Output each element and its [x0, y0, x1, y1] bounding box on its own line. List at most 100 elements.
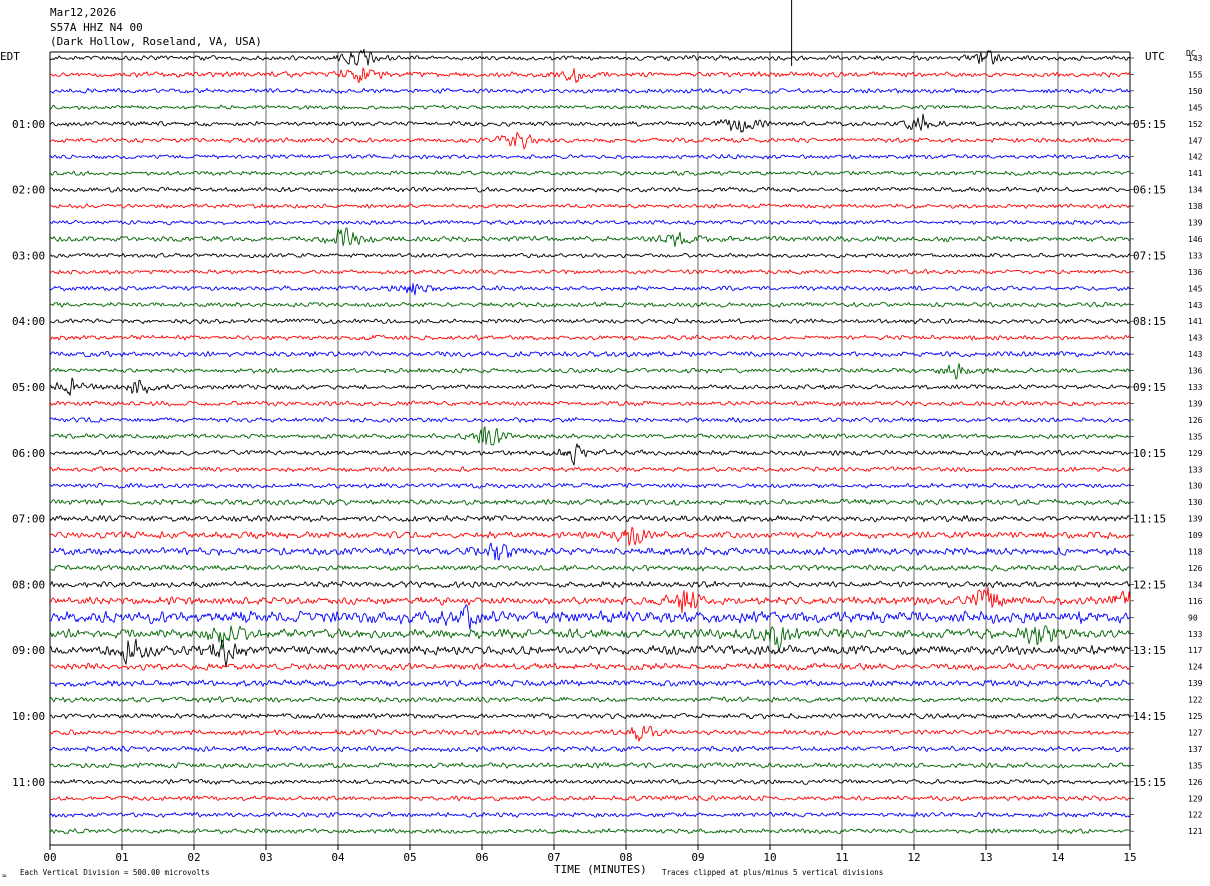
header-station: S57A HHZ N4 00: [50, 21, 143, 34]
dc-offset-label: 139: [1188, 399, 1203, 408]
clip-note: Traces clipped at plus/minus 5 vertical …: [662, 868, 883, 877]
x-tick-label: 01: [115, 851, 128, 864]
trace-row: [49, 154, 1131, 160]
right-hour-label: 11:15: [1133, 513, 1166, 526]
dc-offset-label: 145: [1188, 103, 1203, 112]
right-hour-label: 12:15: [1133, 578, 1166, 591]
trace-row: [49, 350, 1131, 358]
dc-offset-label: 139: [1188, 679, 1203, 688]
dc-offset-label: 117: [1188, 646, 1203, 655]
trace-row: [49, 170, 1131, 176]
time-gridlines: [49, 51, 1134, 850]
dc-offset-label: 109: [1188, 531, 1203, 540]
trace-row: [50, 662, 1131, 671]
x-tick-label: 02: [187, 851, 200, 864]
dc-header-label: DC: [1186, 49, 1196, 58]
trace-row: [49, 301, 1131, 308]
header-location: (Dark Hollow, Roseland, VA, USA): [50, 35, 262, 48]
dc-offset-label: 135: [1188, 761, 1203, 770]
dc-offset-label: 139: [1188, 219, 1203, 228]
dc-offset-label: 129: [1188, 794, 1203, 803]
trace-row: [49, 377, 1131, 396]
trace-row: [49, 604, 1131, 630]
left-hour-label: 11:00: [12, 776, 45, 789]
right-hour-label: 07:15: [1133, 249, 1166, 262]
trace-row: [49, 219, 1131, 226]
dc-offset-label: 121: [1188, 827, 1203, 836]
right-timezone-label: UTC: [1145, 50, 1165, 63]
right-hour-label: 15:15: [1133, 776, 1166, 789]
trace-row: [49, 795, 1131, 802]
trace-row: [49, 778, 1131, 785]
left-hour-label: 01:00: [12, 118, 45, 131]
x-tick-label: 03: [259, 851, 272, 864]
trace-row: [49, 679, 1131, 688]
dc-offset-label: 133: [1188, 383, 1203, 392]
x-axis-title: TIME (MINUTES): [554, 863, 647, 876]
dc-offset-label: 134: [1188, 186, 1203, 195]
left-hour-label: 08:00: [12, 578, 45, 591]
trace-row: [49, 87, 1131, 94]
trace-row: [49, 131, 1131, 150]
x-tick-label: 12: [907, 851, 920, 864]
x-tick-label: 11: [835, 851, 848, 864]
dc-offset-label: 133: [1188, 630, 1203, 639]
trace-row: [49, 762, 1131, 769]
trace-row: [49, 586, 1131, 614]
trace-row: [49, 67, 1131, 84]
x-tick-label: 07: [547, 851, 560, 864]
trace-row: [49, 466, 1131, 473]
trace-row: [49, 227, 1131, 247]
trace-row: [49, 625, 1131, 652]
dc-offset-label: 116: [1188, 597, 1203, 606]
header-date: Mar12,2026: [50, 6, 116, 19]
right-hour-label: 08:15: [1133, 315, 1166, 328]
dc-offset-label: 137: [1188, 745, 1203, 754]
trace-row: [49, 482, 1131, 489]
left-hour-label: 04:00: [12, 315, 45, 328]
trace-row: [49, 725, 1131, 742]
trace-row: [49, 283, 1131, 296]
x-tick-label: 14: [1051, 851, 1065, 864]
trace-row: [49, 334, 1130, 341]
trace-row: [49, 811, 1131, 818]
dc-offset-label: 136: [1188, 367, 1203, 376]
axis-labels: 00 01 02 03 04 05 06 07 08 09 10 11 12 13 14 15 01:00 02:…: [12, 54, 1203, 864]
trace-row: [49, 745, 1131, 753]
x-tick-label: 09: [691, 851, 704, 864]
dc-offset-label: 130: [1188, 482, 1203, 491]
trace-row: [49, 186, 1131, 193]
right-hour-label: 14:15: [1133, 710, 1166, 723]
trace-row: [49, 443, 1131, 466]
x-tick-label: 06: [475, 851, 488, 864]
dc-offset-label: 127: [1188, 728, 1203, 737]
dc-offset-label: 133: [1188, 465, 1203, 474]
scale-note: Each Vertical Division = 500.00 microvol…: [20, 868, 210, 877]
dc-offset-label: 126: [1188, 416, 1203, 425]
right-hour-label: 05:15: [1133, 118, 1166, 131]
dc-offset-label: 125: [1188, 712, 1203, 721]
left-hour-label: 05:00: [12, 381, 45, 394]
dc-offset-label: 147: [1188, 136, 1203, 145]
dc-offset-label: 141: [1188, 317, 1203, 326]
dc-offset-label: 126: [1188, 778, 1203, 787]
trace-row: [49, 318, 1131, 325]
seismic-traces: [49, 0, 1131, 835]
trace-row: [49, 526, 1131, 546]
trace-row: [49, 828, 1131, 835]
dc-offset-label: 126: [1188, 564, 1203, 573]
dc-offset-label: 155: [1188, 70, 1203, 79]
dc-offset-label: 143: [1188, 334, 1203, 343]
x-tick-label: 05: [403, 851, 416, 864]
trace-row: [49, 252, 1131, 259]
trace-row: [49, 416, 1131, 423]
trace-row: [49, 400, 1131, 407]
dc-offset-label: 143: [1188, 301, 1203, 310]
dc-offset-label: 135: [1188, 432, 1203, 441]
left-timezone-label: EDT: [0, 50, 20, 63]
dc-offset-label: 141: [1188, 169, 1203, 178]
right-hour-label: 06:15: [1133, 184, 1166, 197]
left-hour-label: 06:00: [12, 447, 45, 460]
dc-offset-label: 143: [1188, 350, 1203, 359]
